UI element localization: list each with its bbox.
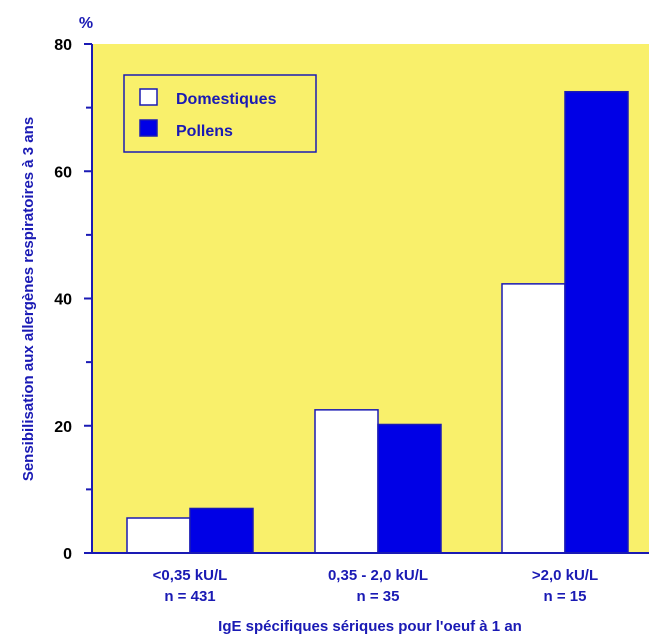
x-axis-title: IgE spécifiques sériques pour l'oeuf à 1… bbox=[218, 618, 522, 635]
bar-domestiques-2 bbox=[501, 283, 566, 554]
x-category-label: <0,35 kU/L bbox=[153, 567, 228, 584]
bar-pollens-2 bbox=[564, 90, 629, 554]
legend-label-pollens: Pollens bbox=[176, 123, 233, 140]
y-tick-label: 20 bbox=[54, 419, 72, 436]
legend-swatch-domestiques bbox=[139, 88, 158, 106]
x-category-count: n = 35 bbox=[357, 588, 400, 605]
bar-pollens-0 bbox=[189, 507, 254, 554]
x-category-label: >2,0 kU/L bbox=[532, 567, 598, 584]
bar-pollens-1 bbox=[377, 423, 442, 554]
y-tick-label: 40 bbox=[54, 292, 72, 309]
legend-box bbox=[123, 74, 317, 153]
x-category-label: 0,35 - 2,0 kU/L bbox=[328, 567, 428, 584]
bar-domestiques-0 bbox=[126, 517, 191, 554]
legend-swatch-pollens bbox=[139, 119, 158, 137]
bar-domestiques-1 bbox=[314, 409, 379, 554]
y-tick-label: 60 bbox=[54, 164, 72, 181]
y-tick-label: 0 bbox=[63, 546, 72, 563]
y-tick-label: 80 bbox=[54, 37, 72, 54]
x-category-count: n = 15 bbox=[544, 588, 587, 605]
legend: Domestiques Pollens bbox=[123, 74, 317, 153]
x-category-count: n = 431 bbox=[164, 588, 215, 605]
y-unit-label: % bbox=[79, 15, 93, 32]
y-axis-title: Sensibilisation aux allergènes respirato… bbox=[20, 117, 37, 481]
legend-label-domestiques: Domestiques bbox=[176, 91, 277, 108]
